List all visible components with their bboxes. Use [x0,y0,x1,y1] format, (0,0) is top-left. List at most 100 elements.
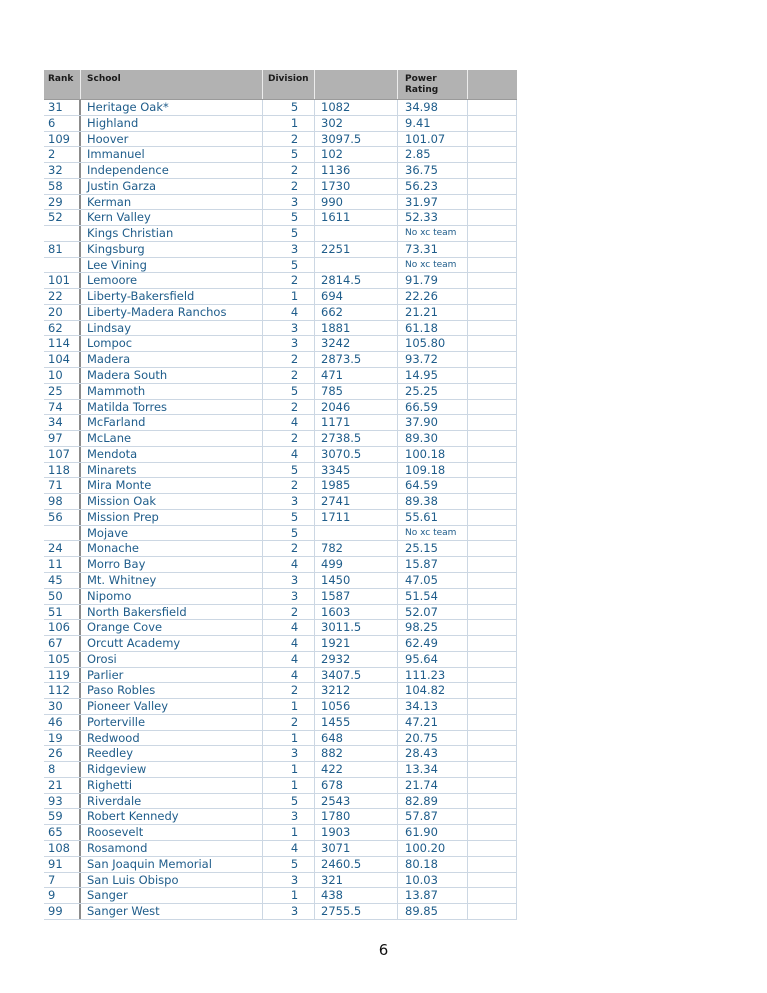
cell-school: Immanuel [81,147,263,163]
table-row: 109 Hoover 2 3097.5 101.07 [44,131,517,148]
cell-extra [468,888,517,904]
cell-rank: 52 [44,210,81,226]
cell-extra [468,478,517,494]
cell-school: Mendota [81,446,263,462]
cell-division: 2 [263,352,315,368]
cell-school: Mt. Whitney [81,572,263,588]
cell-extra [468,194,517,210]
cell-power-rating: 111.23 [398,667,468,683]
cell-rank: 65 [44,825,81,840]
cell-extra [468,793,517,809]
cell-rank: 22 [44,289,81,304]
cell-division: 3 [263,241,315,257]
table-row: 7 San Luis Obispo 3 321 10.03 [44,872,517,889]
table-row: 91 San Joaquin Memorial 5 2460.5 80.18 [44,856,517,873]
table-row: 10 Madera South 2 471 14.95 [44,368,517,384]
cell-rank: 109 [44,131,81,147]
cell-division: 3 [263,494,315,509]
cell-extra [468,667,517,683]
cell-power-rating: 64.59 [398,478,468,494]
cell-extra [468,588,517,604]
cell-division: 5 [263,210,315,226]
cell-division: 2 [263,431,315,446]
cell-power-rating: 62.49 [398,636,468,651]
table-row: 26 Reedley 3 882 28.43 [44,746,517,763]
cell-rank: 29 [44,194,81,210]
cell-power-rating: 13.34 [398,762,468,777]
cell-power-rating: 73.31 [398,241,468,257]
cell-rank: 31 [44,100,81,115]
table-row: 19 Redwood 1 648 20.75 [44,730,517,747]
table-row: 101 Lemoore 2 2814.5 91.79 [44,273,517,290]
cell-extra [468,462,517,478]
cell-school: Lemoore [81,273,263,289]
cell-points: 2814.5 [315,273,398,289]
cell-rank: 21 [44,777,81,793]
cell-points: 438 [315,888,398,904]
table-row: 31 Heritage Oak* 5 1082 34.98 [44,100,517,116]
table-row: 6 Highland 1 302 9.41 [44,115,517,132]
cell-points: 1056 [315,699,398,714]
cell-power-rating: 95.64 [398,651,468,667]
cell-points: 1587 [315,588,398,604]
cell-school: Orcutt Academy [81,636,263,651]
cell-points: 2755.5 [315,904,398,919]
table-row: Kings Christian 5 No xc team [44,226,517,242]
cell-division: 3 [263,320,315,336]
cell-school: Mira Monte [81,478,263,494]
cell-power-rating: 52.07 [398,604,468,620]
cell-rank: 91 [44,856,81,872]
cell-power-rating: 25.15 [398,541,468,557]
cell-extra [468,100,517,115]
cell-points: 1881 [315,320,398,336]
cell-school: Morro Bay [81,557,263,572]
cell-power-rating: 91.79 [398,273,468,289]
cell-division: 5 [263,257,315,273]
table-row: 71 Mira Monte 2 1985 64.59 [44,478,517,495]
cell-power-rating: 101.07 [398,131,468,147]
cell-points: 1136 [315,163,398,178]
cell-division: 5 [263,793,315,809]
cell-rank: 112 [44,683,81,699]
cell-power-rating: 61.18 [398,320,468,336]
cell-points: 499 [315,557,398,572]
cell-extra [468,241,517,257]
header-rank: Rank [44,70,81,99]
table-row: 22 Liberty-Bakersfield 1 694 22.26 [44,289,517,305]
cell-power-rating: 100.20 [398,840,468,856]
cell-rank: 25 [44,383,81,399]
cell-rank: 93 [44,793,81,809]
cell-power-rating: 9.41 [398,115,468,131]
cell-points: 694 [315,289,398,304]
cell-rank: 114 [44,336,81,352]
cell-division: 5 [263,383,315,399]
cell-school: San Joaquin Memorial [81,856,263,872]
table-row: 106 Orange Cove 4 3011.5 98.25 [44,620,517,637]
cell-power-rating: 21.21 [398,304,468,320]
table-row: 119 Parlier 4 3407.5 111.23 [44,667,517,684]
table-row: 118 Minarets 5 3345 109.18 [44,462,517,479]
table-row: 56 Mission Prep 5 1711 55.61 [44,509,517,526]
cell-rank: 105 [44,651,81,667]
cell-school: Parlier [81,667,263,683]
cell-points: 321 [315,872,398,888]
cell-school: Sanger West [81,904,263,919]
cell-extra [468,572,517,588]
cell-division: 1 [263,730,315,746]
table-row: 34 McFarland 4 1171 37.90 [44,415,517,432]
cell-power-rating: 82.89 [398,793,468,809]
cell-extra [468,541,517,557]
cell-school: Madera [81,352,263,368]
cell-points: 1730 [315,178,398,194]
cell-school: Roosevelt [81,825,263,840]
cell-extra [468,383,517,399]
cell-school: Sanger [81,888,263,904]
cell-points [315,525,398,541]
cell-rank: 24 [44,541,81,557]
cell-division: 1 [263,699,315,714]
cell-rank: 50 [44,588,81,604]
cell-division: 3 [263,336,315,352]
cell-rank: 10 [44,368,81,383]
cell-points: 3070.5 [315,446,398,462]
cell-points: 648 [315,730,398,746]
